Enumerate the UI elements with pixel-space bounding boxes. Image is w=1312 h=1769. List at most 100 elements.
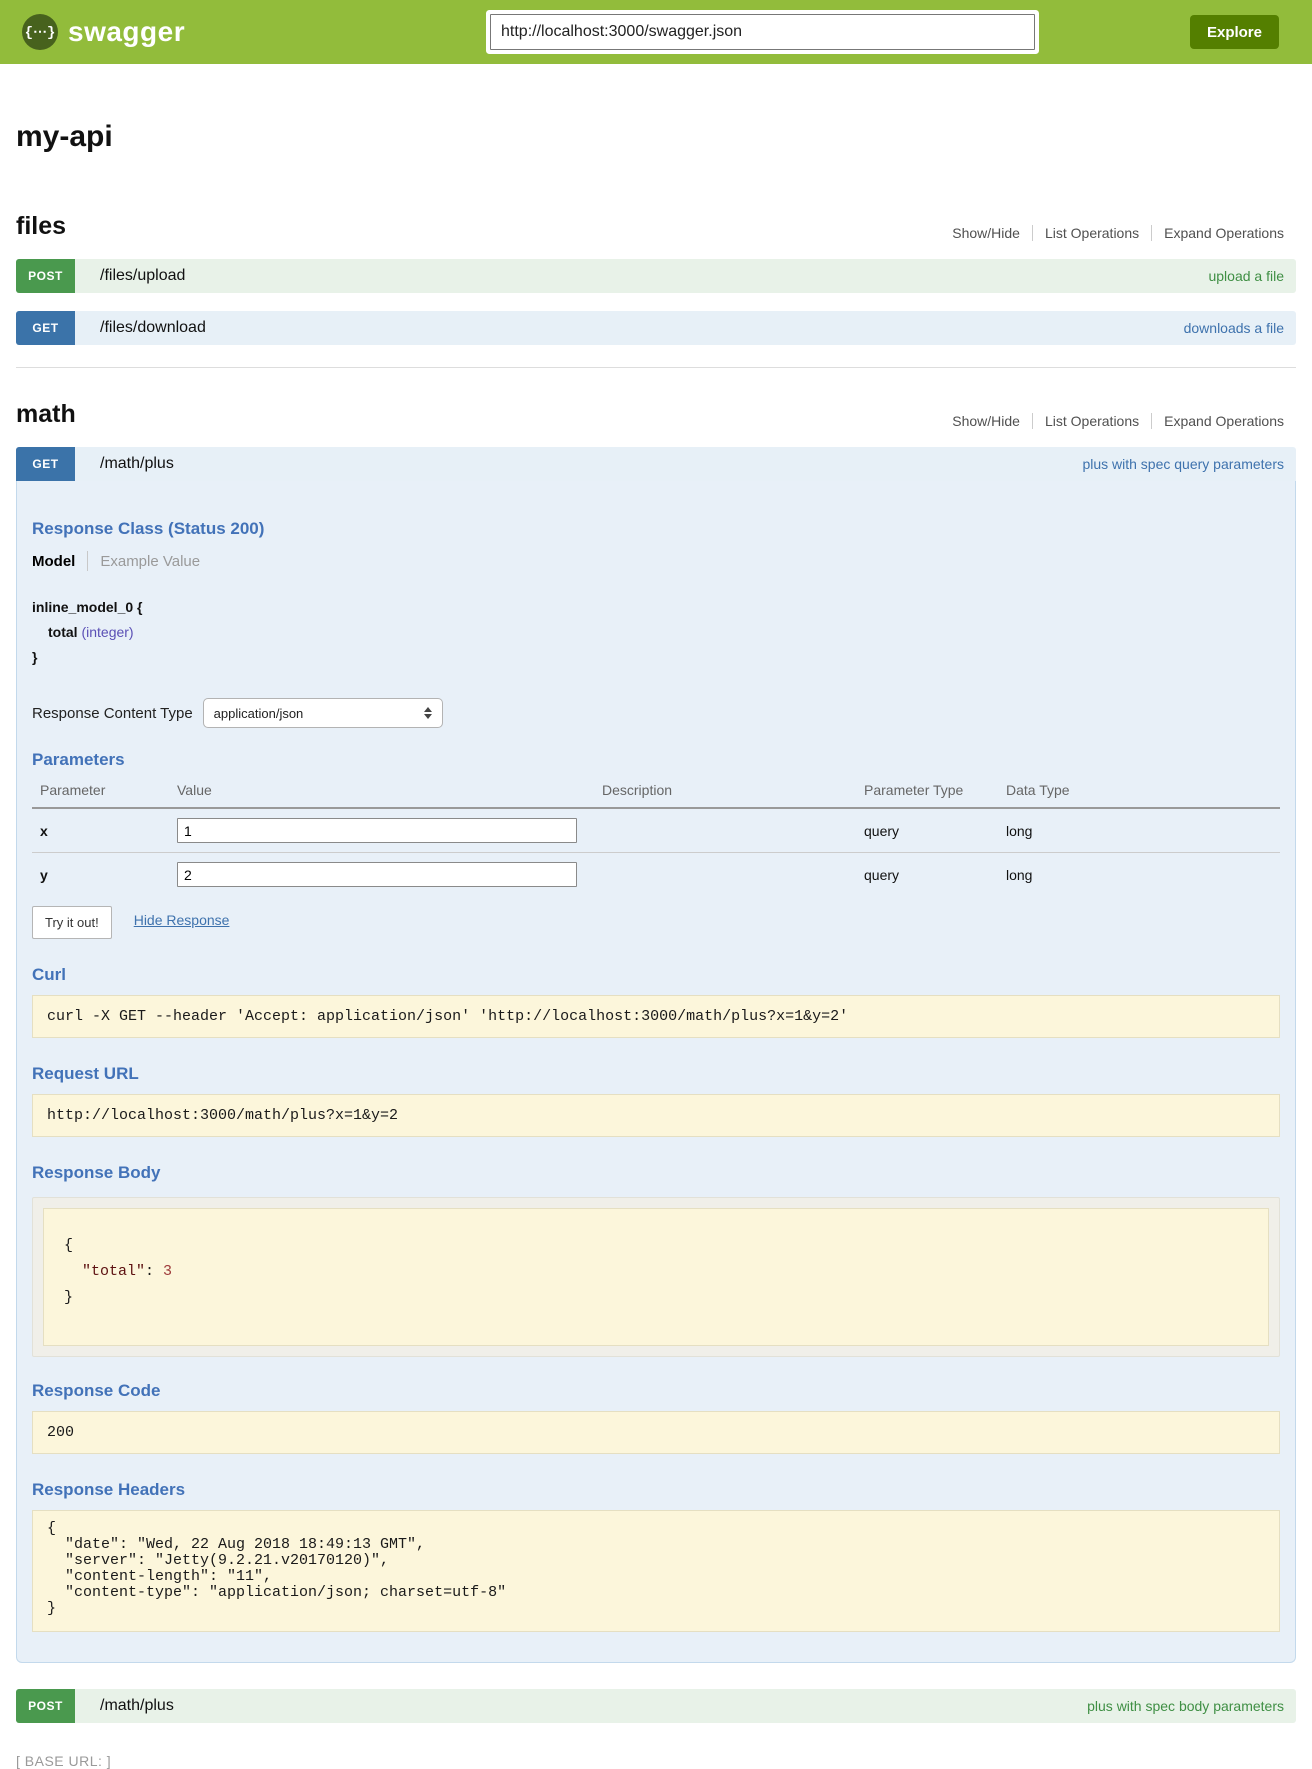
response-content-type-row: Response Content Type application/json (32, 698, 1280, 728)
response-content-type-select[interactable]: application/json (202, 698, 443, 728)
explore-button[interactable]: Explore (1189, 15, 1279, 49)
column-header-data-type: Data Type (1006, 776, 1280, 809)
model-property-line: total (integer) (32, 620, 1280, 645)
parameters-table: Parameter Value Description Parameter Ty… (32, 776, 1280, 896)
param-input-x[interactable] (177, 818, 577, 843)
parameter-data-type: long (1006, 866, 1033, 883)
response-class-title: Response Class (Status 200) (32, 519, 265, 538)
list-operations-link[interactable]: List Operations (1031, 225, 1151, 241)
tab-model[interactable]: Model (32, 552, 76, 570)
headers-line: "server": "Jetty(9.2.21.v20170120)", (47, 1552, 390, 1569)
arrow-up-icon (423, 707, 432, 712)
section-title-math[interactable]: math (16, 400, 76, 428)
operation-path-link[interactable]: /math/plus (100, 455, 174, 472)
section-files: files Show/Hide List Operations Expand O… (16, 212, 1296, 345)
curl-title: Curl (32, 965, 66, 984)
operation-path-link[interactable]: /files/download (100, 319, 206, 336)
operation-row-post-math-plus: POST /math/plus plus with spec body para… (16, 1689, 1296, 1723)
page-title: my-api (16, 120, 113, 153)
json-open-brace: { (64, 1237, 74, 1254)
method-badge-post[interactable]: POST (16, 1689, 75, 1723)
try-row: Try it out! Hide Response (32, 906, 1280, 939)
response-content-type-label: Response Content Type (32, 704, 193, 722)
show-hide-link[interactable]: Show/Hide (952, 413, 1020, 429)
response-headers-title: Response Headers (32, 1480, 186, 1499)
model-property-name: total (48, 624, 78, 640)
model-open-line: inline_model_0 { (32, 599, 143, 615)
expand-operations-link[interactable]: Expand Operations (1151, 225, 1296, 241)
swagger-braces-icon: {⋯} (22, 14, 58, 50)
parameter-row-y: y query long (32, 853, 1280, 897)
base-url-label: [ BASE URL: ] (16, 1753, 112, 1769)
operation-path-link[interactable]: /files/upload (100, 267, 186, 284)
curl-command-box: curl -X GET --header 'Accept: applicatio… (32, 995, 1280, 1038)
parameter-name: x (32, 808, 177, 853)
swagger-logo-text: swagger (68, 16, 186, 47)
param-input-y[interactable] (177, 862, 577, 887)
try-it-out-button[interactable]: Try it out! (32, 906, 112, 939)
section-divider (16, 367, 1296, 368)
json-total-line: "total": 3 (64, 1259, 1248, 1285)
headers-line: "date": "Wed, 22 Aug 2018 18:49:13 GMT", (47, 1536, 426, 1553)
show-hide-link[interactable]: Show/Hide (952, 225, 1020, 241)
json-key: "total" (64, 1263, 146, 1280)
select-arrows-icon (423, 707, 432, 719)
parameter-description (602, 808, 864, 853)
list-operations-link[interactable]: List Operations (1031, 413, 1151, 429)
response-body-json: { "total": 3} (43, 1208, 1269, 1346)
model-close-line: } (32, 649, 38, 665)
method-badge-post[interactable]: POST (16, 259, 75, 293)
response-body-container: { "total": 3} (32, 1197, 1280, 1357)
parameter-row-x: x query long (32, 808, 1280, 853)
operation-summary-link[interactable]: downloads a file (1183, 320, 1284, 336)
headers-line: { (47, 1520, 57, 1537)
parameters-title: Parameters (32, 750, 125, 769)
parameter-type: query (864, 808, 1006, 853)
selected-content-type: application/json (213, 705, 304, 721)
hide-response-link[interactable]: Hide Response (133, 912, 230, 928)
swagger-logo[interactable]: {⋯} swagger (22, 14, 185, 50)
column-header-value: Value (177, 776, 602, 809)
request-url-title: Request URL (32, 1064, 139, 1083)
column-header-description: Description (602, 776, 864, 809)
parameter-data-type: long (1006, 808, 1280, 853)
method-badge-get[interactable]: GET (16, 311, 75, 345)
json-close-brace: } (64, 1289, 74, 1306)
section-controls-files: Show/Hide List Operations Expand Operati… (952, 225, 1296, 241)
model-signature: inline_model_0 { total (integer) } (32, 595, 1280, 670)
operation-summary-link[interactable]: plus with spec body parameters (1087, 1698, 1284, 1714)
headers-line: "content-length": "11", (47, 1568, 273, 1585)
response-headers-box: { "date": "Wed, 22 Aug 2018 18:49:13 GMT… (32, 1510, 1280, 1632)
arrow-down-icon (423, 714, 432, 719)
model-tabs: Model Example Value (32, 551, 1280, 571)
operation-path-link[interactable]: /math/plus (100, 1697, 174, 1714)
operation-row-get-math-plus: GET /math/plus plus with spec query para… (16, 447, 1296, 481)
operation-summary-link[interactable]: plus with spec query parameters (1082, 456, 1284, 472)
tab-separator (87, 551, 89, 571)
operation-row-post-files-upload: POST /files/upload upload a file (16, 259, 1296, 293)
api-url-input[interactable] (490, 14, 1035, 50)
operation-summary-link[interactable]: upload a file (1208, 268, 1284, 284)
operation-row-get-files-download: GET /files/download downloads a file (16, 311, 1296, 345)
parameter-type: query (864, 866, 900, 883)
headers-line: } (47, 1600, 57, 1617)
top-bar: {⋯} swagger Explore (0, 0, 1312, 64)
section-controls-math: Show/Hide List Operations Expand Operati… (952, 413, 1296, 429)
column-header-parameter-type: Parameter Type (864, 776, 1006, 809)
section-title-files[interactable]: files (16, 212, 67, 240)
response-code-title: Response Code (32, 1381, 161, 1400)
section-math: math Show/Hide List Operations Expand Op… (16, 400, 1296, 1723)
tab-example-value[interactable]: Example Value (100, 552, 201, 570)
parameter-name: y (40, 866, 48, 883)
response-code-box: 200 (32, 1411, 1280, 1454)
response-body-title: Response Body (32, 1163, 161, 1182)
request-url-box: http://localhost:3000/math/plus?x=1&y=2 (32, 1094, 1280, 1137)
method-badge-get[interactable]: GET (16, 447, 75, 481)
headers-line: "content-type": "application/json; chars… (47, 1584, 507, 1601)
json-separator: : (145, 1263, 164, 1280)
column-header-parameter: Parameter (32, 776, 177, 809)
json-value: 3 (163, 1263, 173, 1280)
operation-detail-panel: Response Class (Status 200) Model Exampl… (16, 481, 1296, 1663)
parameter-description (602, 853, 864, 897)
expand-operations-link[interactable]: Expand Operations (1151, 413, 1296, 429)
